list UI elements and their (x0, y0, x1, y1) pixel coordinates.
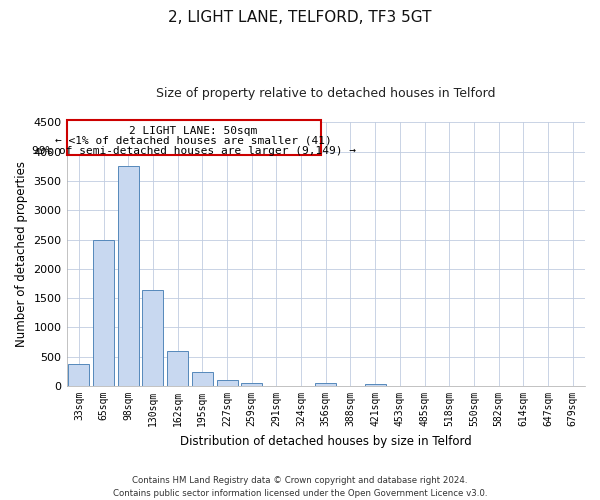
Bar (315, 383, 336, 386)
Bar (118, 166, 139, 386)
Bar (241, 383, 262, 386)
Bar (167, 351, 188, 386)
Text: 2 LIGHT LANE: 50sqm: 2 LIGHT LANE: 50sqm (130, 126, 257, 136)
Bar (68, 364, 89, 386)
Bar (217, 380, 238, 386)
FancyBboxPatch shape (67, 120, 320, 156)
Text: 2, LIGHT LANE, TELFORD, TF3 5GT: 2, LIGHT LANE, TELFORD, TF3 5GT (168, 10, 432, 25)
Y-axis label: Number of detached properties: Number of detached properties (15, 162, 28, 348)
Bar (93, 240, 114, 386)
Text: 99% of semi-detached houses are larger (9,149) →: 99% of semi-detached houses are larger (… (32, 146, 356, 156)
Title: Size of property relative to detached houses in Telford: Size of property relative to detached ho… (156, 88, 496, 101)
Bar (142, 290, 163, 386)
Bar (365, 384, 386, 386)
Text: Contains HM Land Registry data © Crown copyright and database right 2024.
Contai: Contains HM Land Registry data © Crown c… (113, 476, 487, 498)
Bar (192, 372, 213, 386)
X-axis label: Distribution of detached houses by size in Telford: Distribution of detached houses by size … (180, 434, 472, 448)
Text: ← <1% of detached houses are smaller (41): ← <1% of detached houses are smaller (41… (55, 136, 332, 146)
